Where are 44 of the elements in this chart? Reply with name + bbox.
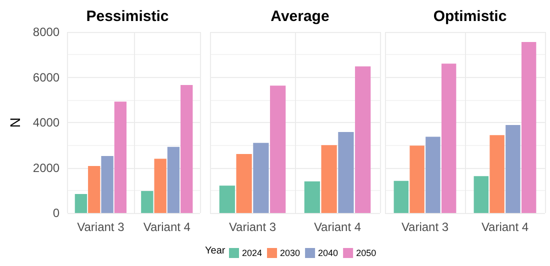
x-tick-label: Variant 3 — [228, 220, 276, 234]
bar — [441, 64, 456, 213]
bar — [253, 142, 269, 213]
legend-label: 2024 — [242, 248, 262, 258]
bar — [167, 146, 180, 213]
x-tick-label: Variant 3 — [401, 220, 449, 234]
bar — [141, 191, 154, 213]
bar — [154, 158, 166, 213]
bar — [88, 166, 100, 213]
bar — [490, 135, 504, 213]
bar — [270, 86, 286, 213]
legend-title: Year — [205, 246, 226, 256]
x-tick-label: Variant 4 — [481, 220, 529, 234]
y-axis-title: N — [7, 117, 23, 128]
bar — [101, 156, 114, 213]
x-tick-label: Variant 3 — [77, 220, 125, 234]
bar — [355, 66, 371, 213]
chart-title: Optimistic — [433, 8, 507, 25]
chart-title: Pessimistic — [86, 8, 169, 25]
y-tick-label: 4000 — [32, 116, 60, 130]
legend-label: 2040 — [318, 248, 338, 258]
legend-label: 2030 — [280, 248, 300, 258]
bar — [506, 124, 520, 213]
bar — [219, 186, 235, 213]
bar — [338, 132, 354, 213]
bar — [321, 145, 337, 213]
x-tick-label: Variant 4 — [143, 220, 191, 234]
bar — [410, 146, 424, 213]
bar — [236, 154, 252, 213]
y-tick-label: 2000 — [32, 160, 60, 175]
bar — [521, 42, 536, 213]
bar — [180, 84, 193, 213]
y-tick-label: 0 — [52, 206, 60, 220]
bar — [474, 176, 489, 213]
bar — [114, 102, 127, 213]
x-tick-label: Variant 4 — [314, 220, 362, 234]
bar — [74, 194, 88, 213]
y-tick-label: 6000 — [32, 70, 60, 84]
y-tick-label: 8000 — [32, 25, 60, 39]
legend-label: 2050 — [356, 248, 376, 258]
bar — [426, 136, 440, 213]
bar — [304, 181, 320, 213]
bar — [394, 180, 409, 213]
chart-title: Average — [270, 8, 330, 25]
